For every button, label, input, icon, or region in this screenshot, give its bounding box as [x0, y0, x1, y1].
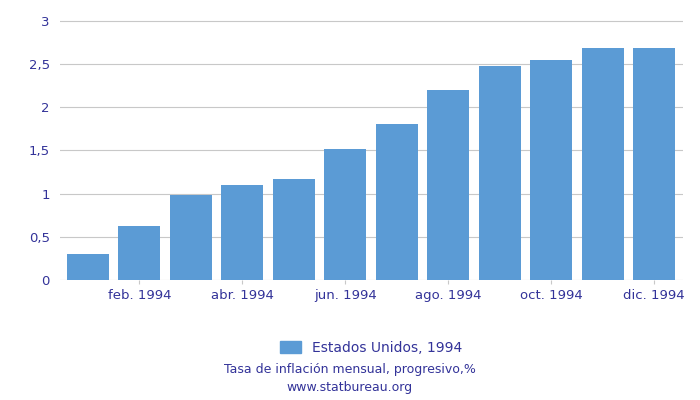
Bar — [221, 185, 263, 280]
Text: Tasa de inflación mensual, progresivo,%: Tasa de inflación mensual, progresivo,% — [224, 364, 476, 376]
Bar — [479, 66, 521, 280]
Bar — [169, 195, 212, 280]
Bar — [582, 48, 624, 280]
Bar — [118, 226, 160, 280]
Bar — [324, 148, 366, 280]
Bar — [633, 48, 676, 280]
Legend: Estados Unidos, 1994: Estados Unidos, 1994 — [274, 335, 468, 360]
Bar — [66, 254, 109, 280]
Bar — [427, 90, 469, 280]
Bar — [530, 60, 573, 280]
Bar — [273, 179, 315, 280]
Bar — [376, 124, 418, 280]
Text: www.statbureau.org: www.statbureau.org — [287, 382, 413, 394]
